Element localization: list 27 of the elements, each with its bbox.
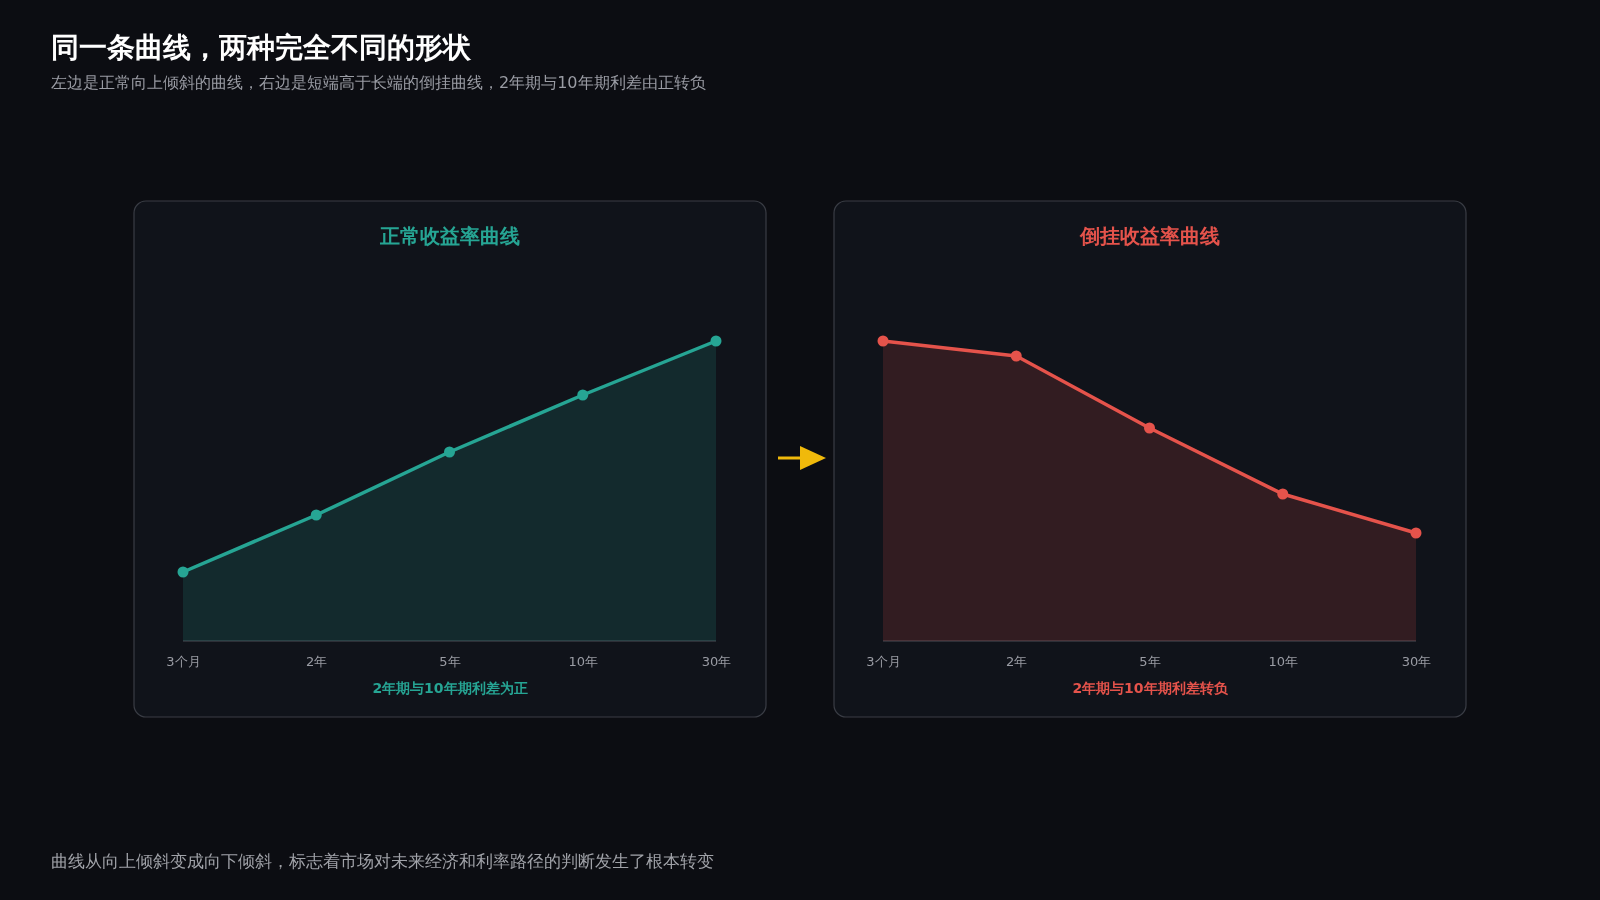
x-tick-label: 10年: [1268, 654, 1299, 670]
chart-title: 正常收益率曲线: [379, 224, 520, 248]
point: [444, 446, 455, 458]
x-tick-label: 2年: [1006, 654, 1028, 670]
text: 同一条曲线，两种完全不同的形状: [51, 31, 472, 64]
x-tick-label: 30年: [1401, 654, 1432, 670]
x-tick-label: 3个月: [166, 654, 201, 670]
point: [1277, 488, 1289, 500]
point: [877, 335, 889, 347]
chart-title: 倒挂收益率曲线: [1079, 224, 1220, 248]
x-tick-label: 2年: [306, 654, 328, 670]
point: [177, 566, 189, 578]
x-axis-title: 2年期与10年期利差转负: [1072, 680, 1229, 696]
point: [1010, 350, 1022, 362]
text: 曲线从向上倾斜变成向下倾斜，标志着市场对未来经济和利率路径的判断发生了根本转变: [51, 851, 714, 871]
point: [710, 335, 722, 347]
x-tick-label: 30年: [701, 654, 732, 670]
x-tick-label: 5年: [439, 654, 461, 670]
point: [1410, 527, 1422, 539]
x-tick-label: 5年: [1139, 654, 1161, 670]
x-tick-label: 3个月: [866, 654, 901, 670]
point: [1144, 422, 1155, 434]
point: [310, 509, 322, 521]
point: [577, 389, 589, 401]
x-tick-label: 10年: [568, 654, 599, 670]
x-axis-title: 2年期与10年期利差为正: [372, 680, 528, 696]
text: 左边是正常向上倾斜的曲线，右边是短端高于长端的倒挂曲线，2年期与10年期利差由正转负: [51, 73, 706, 92]
